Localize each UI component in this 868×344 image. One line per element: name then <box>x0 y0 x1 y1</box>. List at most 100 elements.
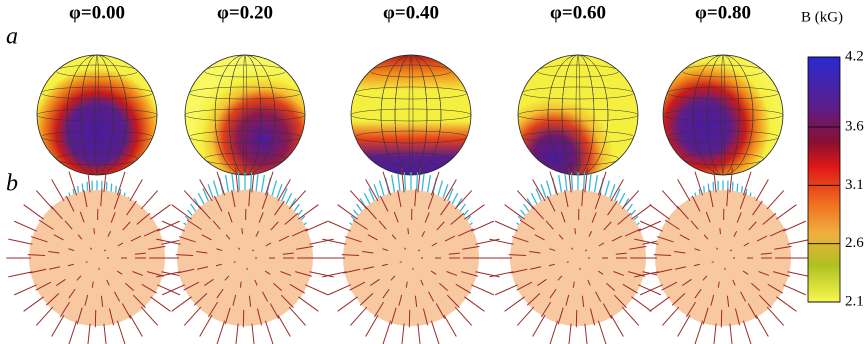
arrow <box>711 261 714 263</box>
arrow <box>510 268 528 274</box>
arrow <box>705 211 711 223</box>
arrow <box>751 282 760 292</box>
arrow <box>511 236 529 243</box>
arrow <box>227 211 233 223</box>
arrow <box>235 323 239 344</box>
arrow <box>439 282 448 292</box>
phase-label: φ=0.40 <box>383 2 439 23</box>
arrow <box>171 204 192 220</box>
arrow <box>68 288 76 299</box>
arrow <box>381 263 388 267</box>
arrow <box>634 271 659 278</box>
arrow <box>606 282 615 292</box>
arrow <box>295 271 313 277</box>
vector-field <box>632 167 814 344</box>
arrow <box>656 236 674 243</box>
arrow <box>760 252 772 255</box>
arrow <box>117 242 124 247</box>
arrow <box>13 220 37 232</box>
arrow <box>374 301 384 318</box>
arrow <box>84 294 89 306</box>
arrow <box>767 283 783 294</box>
arrow <box>710 294 715 306</box>
latitude <box>40 130 154 144</box>
arrow <box>269 303 280 319</box>
arrow <box>296 245 314 250</box>
arrow <box>417 323 421 344</box>
arrow <box>288 306 307 326</box>
arrow <box>126 200 137 216</box>
latitude <box>203 64 287 78</box>
arrow <box>178 236 196 243</box>
arrow <box>274 200 285 216</box>
arrow <box>742 270 749 275</box>
arrow <box>251 167 255 193</box>
arrow <box>549 320 559 344</box>
arrow <box>603 221 612 231</box>
arrow <box>564 189 569 208</box>
meridian <box>66 54 128 176</box>
arrow <box>215 263 222 267</box>
arrow <box>288 190 307 210</box>
arrow <box>532 179 546 202</box>
arrow <box>649 296 670 312</box>
arrow <box>534 234 545 241</box>
arrow <box>216 171 226 196</box>
latitude <box>536 152 620 166</box>
arrow <box>557 275 563 281</box>
field-map <box>662 54 784 176</box>
arrow <box>393 211 399 223</box>
arrow <box>262 291 269 302</box>
arrow <box>446 271 458 276</box>
arrow <box>67 263 74 267</box>
arrow <box>694 248 701 252</box>
arrow <box>298 204 319 220</box>
arrow <box>717 281 720 288</box>
arrow <box>65 195 75 212</box>
arrow <box>261 192 269 210</box>
arrow <box>35 306 54 326</box>
arrow <box>766 190 785 210</box>
arrow <box>359 293 374 306</box>
arrow <box>87 167 91 193</box>
arrow <box>450 212 465 225</box>
arrow <box>116 270 123 275</box>
arrow <box>431 242 438 247</box>
arrow <box>444 235 456 242</box>
arrow <box>454 190 473 210</box>
arrow <box>113 192 121 210</box>
arrow <box>365 314 379 337</box>
arrow <box>273 282 282 292</box>
field-map <box>184 54 306 176</box>
arrow <box>100 295 104 307</box>
arrow <box>607 200 618 216</box>
arrow <box>733 231 738 237</box>
arrow <box>748 221 757 231</box>
arrow <box>690 220 699 230</box>
latitude <box>666 86 780 100</box>
arrow <box>762 212 777 225</box>
latitude <box>188 86 302 100</box>
arrow <box>430 320 440 344</box>
latitude <box>681 64 765 78</box>
arrow <box>471 284 495 296</box>
arrow <box>597 320 607 344</box>
arrow <box>270 221 279 231</box>
arrow <box>671 293 686 306</box>
arrow <box>742 171 752 196</box>
arrow <box>231 189 236 208</box>
vector-field <box>320 167 502 344</box>
arrow <box>639 284 663 296</box>
arrow <box>639 220 663 232</box>
arrow <box>694 171 704 196</box>
phase-label: φ=0.20 <box>217 2 273 23</box>
arrow <box>121 303 132 319</box>
arrow <box>352 219 368 230</box>
arrow <box>232 294 237 306</box>
arrow <box>464 204 485 220</box>
arrow <box>264 270 271 275</box>
arrow <box>322 271 347 278</box>
arrow <box>494 220 518 232</box>
arrow <box>196 251 208 254</box>
